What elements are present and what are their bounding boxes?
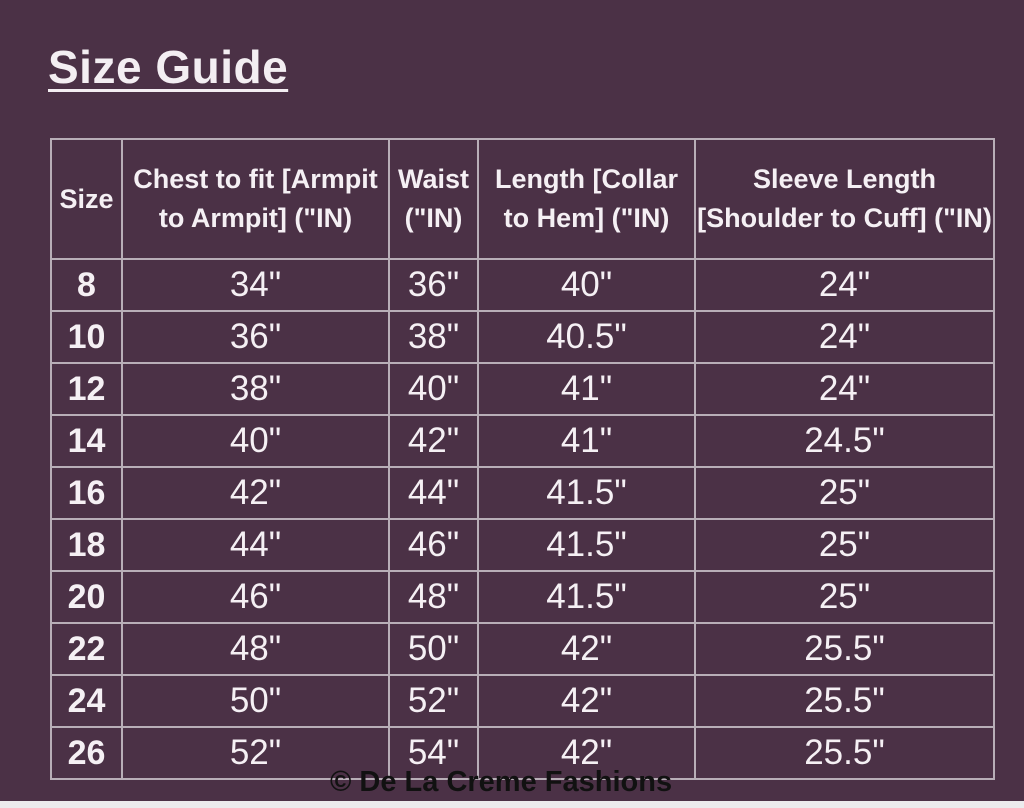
cell-length: 41" (477, 362, 696, 416)
cell-waist: 52" (388, 674, 479, 728)
header-chest: Chest to fit [Armpit to Armpit] ("IN) (121, 138, 390, 260)
cell-length: 40" (477, 258, 696, 312)
cell-length: 40.5" (477, 310, 696, 364)
cell-chest: 48" (121, 622, 390, 676)
cell-size: 22 (50, 622, 123, 676)
size-table: Size Chest to fit [Armpit to Armpit] ("I… (50, 138, 995, 780)
cell-size: 10 (50, 310, 123, 364)
table-row: 14 40" 42" 41" 24.5" (50, 414, 995, 468)
page-title: Size Guide (48, 41, 289, 93)
cell-size: 24 (50, 674, 123, 728)
cell-size: 12 (50, 362, 123, 416)
cell-waist: 54" (388, 726, 479, 780)
cell-waist: 50" (388, 622, 479, 676)
cell-size: 8 (50, 258, 123, 312)
cell-size: 16 (50, 466, 123, 520)
cell-sleeve: 25.5" (694, 622, 995, 676)
cell-length: 42" (477, 726, 696, 780)
cell-length: 42" (477, 622, 696, 676)
table-row: 10 36" 38" 40.5" 24" (50, 310, 995, 364)
cell-sleeve: 25" (694, 518, 995, 572)
cell-size: 14 (50, 414, 123, 468)
table-row: 22 48" 50" 42" 25.5" (50, 622, 995, 676)
cell-sleeve: 24" (694, 310, 995, 364)
bottom-strip (0, 801, 1024, 808)
table-row: 12 38" 40" 41" 24" (50, 362, 995, 416)
cell-chest: 36" (121, 310, 390, 364)
cell-chest: 34" (121, 258, 390, 312)
cell-chest: 52" (121, 726, 390, 780)
cell-length: 41" (477, 414, 696, 468)
cell-length: 42" (477, 674, 696, 728)
cell-chest: 50" (121, 674, 390, 728)
cell-size: 18 (50, 518, 123, 572)
table-row: 26 52" 54" 42" 25.5" (50, 726, 995, 780)
header-row: Size Chest to fit [Armpit to Armpit] ("I… (50, 138, 995, 260)
cell-chest: 40" (121, 414, 390, 468)
header-length: Length [Collar to Hem] ("IN) (477, 138, 696, 260)
cell-sleeve: 24" (694, 258, 995, 312)
cell-size: 20 (50, 570, 123, 624)
header-sleeve: Sleeve Length [Shoulder to Cuff] ("IN) (694, 138, 995, 260)
cell-sleeve: 25.5" (694, 674, 995, 728)
header-size: Size (50, 138, 123, 260)
copyright-credit: © De La Creme Fashions (330, 766, 673, 798)
cell-sleeve: 24.5" (694, 414, 995, 468)
cell-length: 41.5" (477, 518, 696, 572)
table-row: 16 42" 44" 41.5" 25" (50, 466, 995, 520)
cell-waist: 48" (388, 570, 479, 624)
cell-chest: 42" (121, 466, 390, 520)
cell-sleeve: 25.5" (694, 726, 995, 780)
table-row: 8 34" 36" 40" 24" (50, 258, 995, 312)
cell-waist: 36" (388, 258, 479, 312)
cell-chest: 38" (121, 362, 390, 416)
cell-waist: 38" (388, 310, 479, 364)
cell-size: 26 (50, 726, 123, 780)
cell-sleeve: 25" (694, 570, 995, 624)
cell-chest: 44" (121, 518, 390, 572)
cell-length: 41.5" (477, 570, 696, 624)
cell-waist: 40" (388, 362, 479, 416)
table-row: 20 46" 48" 41.5" 25" (50, 570, 995, 624)
cell-sleeve: 24" (694, 362, 995, 416)
table-row: 18 44" 46" 41.5" 25" (50, 518, 995, 572)
table-row: 24 50" 52" 42" 25.5" (50, 674, 995, 728)
cell-length: 41.5" (477, 466, 696, 520)
cell-waist: 44" (388, 466, 479, 520)
header-waist: Waist ("IN) (388, 138, 479, 260)
cell-waist: 46" (388, 518, 479, 572)
cell-sleeve: 25" (694, 466, 995, 520)
cell-waist: 42" (388, 414, 479, 468)
cell-chest: 46" (121, 570, 390, 624)
